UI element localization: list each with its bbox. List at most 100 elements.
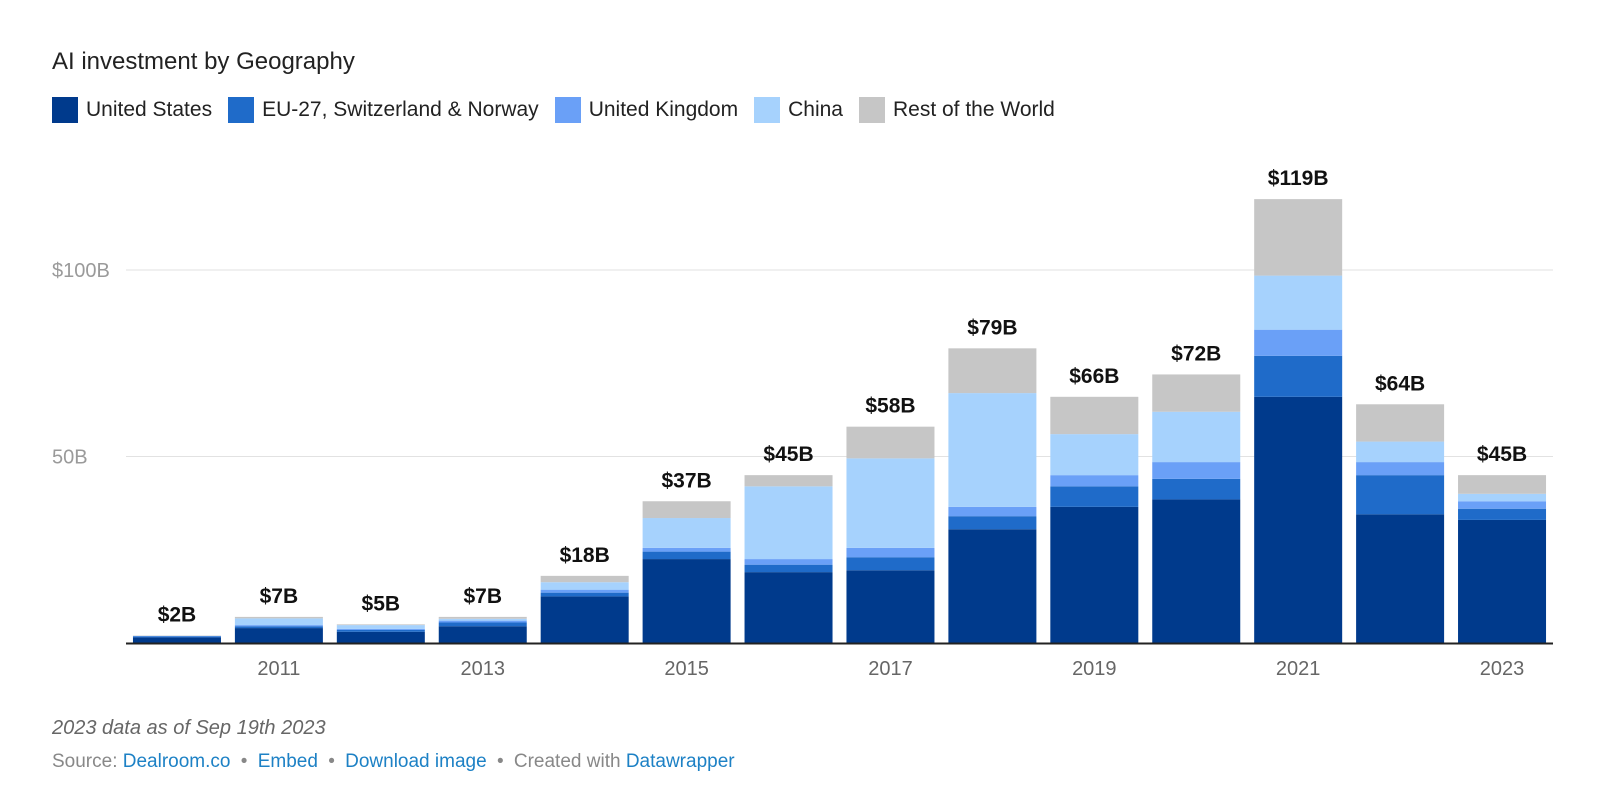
legend-swatch-rest (858, 97, 885, 123)
y-tick-label: $100B (52, 260, 110, 282)
bar-segment (234, 626, 323, 629)
legend-item-rest: Rest of the World (858, 97, 1055, 123)
bar-segment (642, 547, 731, 552)
legend-item-uk: United Kingdom (554, 97, 739, 123)
bar-segment (1458, 493, 1547, 502)
bar-segment (744, 572, 833, 643)
legend-item-united-states: United States (52, 97, 212, 123)
bar-segment (1152, 462, 1241, 479)
bar-segment (438, 620, 527, 623)
bar-segment (642, 518, 731, 548)
bar-total-label: $79B (967, 316, 1017, 339)
x-tick-label: 2013 (461, 658, 506, 680)
legend-swatch-united-states (52, 97, 78, 123)
bar-total-label: $2B (158, 604, 197, 627)
separator: • (496, 751, 504, 772)
bar-total-label: $5B (362, 592, 401, 615)
data-note: 2023 data as of Sep 19th 2023 (52, 717, 326, 739)
x-tick-label: 2021 (1276, 658, 1321, 680)
source-label: Source: (52, 751, 123, 772)
bar-segment (234, 625, 323, 627)
bar-segment (336, 624, 425, 626)
legend: United States EU-27, Switzerland & Norwa… (52, 97, 1071, 123)
bar-segment (540, 589, 629, 593)
bar-segment (234, 628, 323, 643)
bar-segment (540, 582, 629, 590)
source-link[interactable]: Dealroom.co (122, 751, 231, 772)
bar-total-label: $7B (463, 585, 502, 608)
bar-segment (846, 557, 935, 571)
bar-segment (1356, 404, 1445, 442)
legend-swatch-uk (554, 97, 581, 123)
bar-segment (1458, 475, 1547, 494)
download-image-link[interactable]: Download image (345, 751, 487, 772)
legend-swatch-eu (228, 97, 255, 123)
bar-segment (336, 631, 425, 643)
bar-segment (948, 393, 1037, 507)
bar-segment (642, 551, 731, 560)
bar-total-label: $45B (763, 443, 813, 466)
bar-segment (1356, 514, 1445, 643)
bar-total-label: $37B (662, 469, 712, 492)
bar-segment (132, 636, 221, 638)
bar-segment (1152, 411, 1241, 463)
separator: • (240, 751, 248, 772)
bar-total-label: $45B (1477, 443, 1527, 466)
bar-segment (540, 575, 629, 583)
bar-segment (846, 458, 935, 548)
bar-segment (438, 626, 527, 643)
x-tick-label: 2011 (257, 658, 300, 680)
bar-segment (948, 529, 1037, 643)
bar-segment (948, 516, 1037, 530)
bar-segment (1050, 434, 1139, 476)
bar-segment (948, 506, 1037, 517)
created-with-label: Created with (513, 751, 626, 772)
bar-segment (642, 501, 731, 519)
bar-segment (438, 618, 527, 621)
legend-item-china: China (754, 97, 843, 123)
bar-total-label: $58B (865, 395, 915, 418)
chart-title: AI investment by Geography (52, 48, 355, 75)
legend-item-eu: EU-27, Switzerland & Norway (228, 97, 539, 123)
bar-segment (948, 348, 1037, 394)
bar-segment (1254, 199, 1343, 276)
bar-segment (1152, 499, 1241, 643)
bar-segment (1356, 475, 1445, 515)
bar-segment (1458, 519, 1547, 643)
bar-segment (1050, 506, 1139, 643)
bar-segment (336, 629, 425, 632)
bar-segment (438, 616, 527, 619)
separator: • (328, 751, 335, 772)
bar-segment (1254, 396, 1343, 643)
legend-label-uk: United Kingdom (588, 98, 739, 121)
stacked-bar-chart: 50B $100B $2B $7B $5B $7B $18B $37B $45B $58B $79B… (52, 167, 1553, 680)
bar-segment (336, 628, 425, 630)
bar-segment (1356, 441, 1445, 463)
bar-segment (540, 592, 629, 597)
bar-segment (1050, 486, 1139, 507)
bar-segment (234, 616, 323, 619)
bar-segment (744, 486, 833, 560)
embed-link[interactable]: Embed (257, 751, 318, 772)
y-tick-label: 50B (52, 447, 88, 469)
bar-total-label: $64B (1375, 372, 1425, 395)
bar-total-label: $119B (1268, 167, 1329, 190)
bar-total-label: $7B (260, 585, 299, 608)
bar-segment (540, 596, 629, 643)
bar-segment (1254, 275, 1343, 330)
bar-segment (846, 570, 935, 643)
bar-segment (1152, 478, 1241, 500)
bar-total-label: $18B (560, 544, 610, 567)
bar-segment (1458, 508, 1547, 520)
legend-label-rest: Rest of the World (892, 98, 1055, 121)
footer: Source: Dealroom.co • Embed • Download i… (52, 751, 735, 773)
bar-segment (1254, 355, 1343, 397)
bar-segment (336, 625, 425, 629)
legend-label-eu: EU-27, Switzerland & Norway (262, 98, 539, 121)
x-tick-label: 2017 (868, 658, 913, 680)
bar-total-label: $72B (1171, 342, 1221, 365)
legend-swatch-china (754, 97, 781, 123)
datawrapper-link[interactable]: Datawrapper (625, 751, 735, 772)
bar-segment (1356, 462, 1445, 476)
bar-segment (234, 618, 323, 626)
